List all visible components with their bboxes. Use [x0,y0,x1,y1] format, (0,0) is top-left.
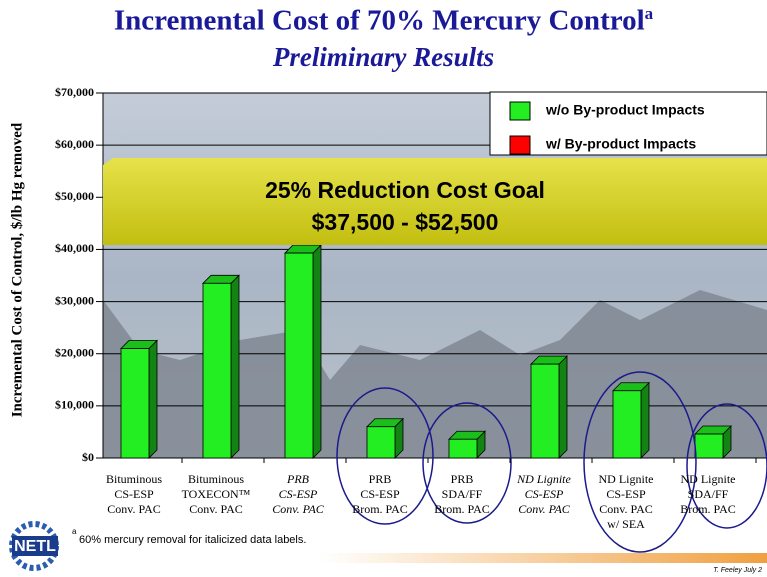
banner [103,158,767,245]
bar [202,282,232,459]
y-tick-label: $70,000 [55,85,94,99]
legend-swatch [509,135,531,155]
marks [103,92,767,459]
logo: NETL [9,521,59,571]
banner-line: 25% Reduction Cost Goal [265,177,545,203]
bar-side [230,274,240,459]
bar-side [312,244,322,459]
x-tick-label: ND Lignite SDA/FF Brom. PAC [680,472,736,516]
legend-label: w/ By-product Impacts [545,136,696,152]
x-tick-label: PRB CS-ESP Conv. PAC [272,472,324,516]
legend-label: w/o By-product Impacts [545,102,705,118]
x-tick-label: ND Lignite CS-ESP Conv. PAC w/ SEA [598,472,654,531]
bar [694,433,724,459]
legend-box [489,91,767,156]
bar [366,426,396,459]
ellipse [686,403,767,529]
logo-plate [12,536,58,556]
y-tick-label: $40,000 [55,241,94,255]
bar-side [148,339,158,459]
banner-line: $37,500 - $52,500 [312,209,499,235]
y-axis-title: Incremental Cost of Control, $/lb Hg rem… [9,122,25,417]
highlight-ellipses [336,371,767,553]
y-tick-label: $50,000 [55,189,94,203]
bar [448,438,478,459]
chart-subtitle: Preliminary Results [272,42,495,72]
mountains [103,290,767,458]
bar [120,348,150,459]
y-tick-label: $30,000 [55,293,94,307]
bar [284,252,314,459]
legend: w/o By-product Impacts w/ By-product Impa… [509,101,705,155]
ellipse [422,402,512,524]
ellipse [336,387,434,525]
x-tick-label: PRB SDA/FF Brom. PAC [434,472,490,516]
footer-band [320,553,767,563]
x-tick-label: Bituminous TOXECON™ Conv. PAC [181,472,251,516]
y-tick-label: $10,000 [55,398,94,412]
bar-side [640,381,650,459]
credit: T. Feeley July 2 [713,567,762,574]
y-tick-label: $20,000 [55,345,94,359]
y-tick-label: $60,000 [55,137,94,151]
x-tick-label: PRB CS-ESP Brom. PAC [352,472,408,516]
legend-swatch [509,101,531,121]
x-tick-label: Bituminous CS-ESP Conv. PAC [105,472,162,516]
footnote: 60% mercury removal for italicized data … [79,534,306,546]
bar [530,363,560,459]
x-tick-label: ND Lignite CS-ESP Conv. PAC [517,472,571,516]
bar-side [558,355,568,459]
logo-text: NETL [14,538,56,555]
y-tick-label: $0 [82,450,94,464]
footnote-marker: a [72,527,77,536]
title-wrap: Incremental Cost of 70% Mercury Controla [0,4,767,38]
chart-title: Incremental Cost of 70% Mercury Control [113,4,645,37]
title-superscript: a [644,4,654,23]
ellipse [583,371,697,553]
bar [612,390,642,459]
